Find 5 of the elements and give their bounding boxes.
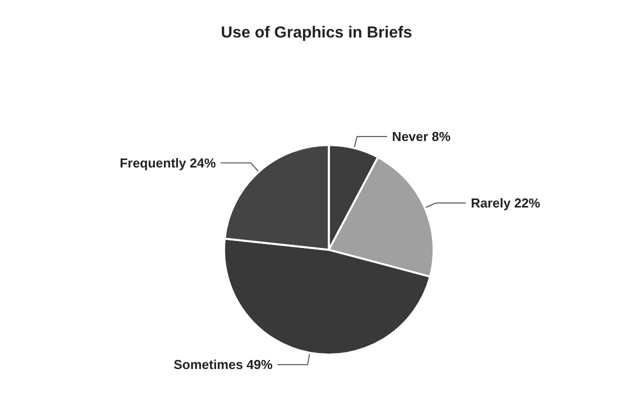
chart-title: Use of Graphics in Briefs: [220, 24, 412, 42]
slice-label: Rarely 22%: [470, 196, 541, 211]
slice-label: Sometimes 49%: [174, 357, 274, 372]
slice-label: Frequently 24%: [120, 155, 216, 170]
slice-label: Never 8%: [392, 128, 452, 144]
